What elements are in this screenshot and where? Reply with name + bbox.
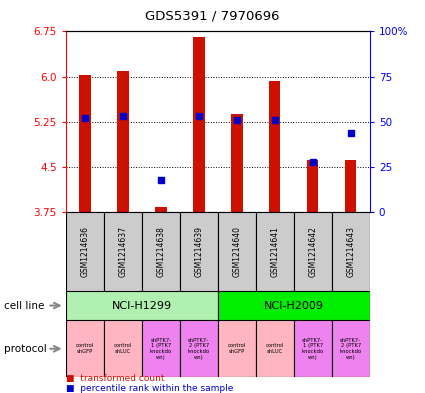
Bar [193, 37, 204, 212]
Bar [142, 320, 180, 377]
Bar [218, 212, 256, 291]
Bar [180, 320, 218, 377]
Bar [345, 160, 357, 212]
Text: GSM1214637: GSM1214637 [118, 226, 127, 277]
Text: NCI-H1299: NCI-H1299 [112, 301, 172, 310]
Bar [218, 291, 370, 320]
Bar [218, 320, 256, 377]
Bar [66, 212, 104, 291]
Text: control
shGFP: control shGFP [76, 343, 94, 354]
Text: shPTK7-
1 (PTK7
knockdo
wn): shPTK7- 1 (PTK7 knockdo wn) [302, 338, 324, 360]
Bar [180, 212, 218, 291]
Text: GSM1214641: GSM1214641 [270, 226, 279, 277]
Bar [231, 114, 243, 212]
Bar [256, 320, 294, 377]
Text: protocol: protocol [4, 344, 47, 354]
Bar [155, 208, 167, 212]
Bar [294, 320, 332, 377]
Bar [269, 81, 280, 212]
Bar [104, 212, 142, 291]
Bar [117, 71, 128, 212]
Bar [66, 291, 218, 320]
Bar [332, 212, 370, 291]
Text: shPTK7-
2 (PTK7
knockdo
wn): shPTK7- 2 (PTK7 knockdo wn) [340, 338, 362, 360]
Text: GSM1214640: GSM1214640 [232, 226, 241, 277]
Text: GSM1214642: GSM1214642 [308, 226, 317, 277]
Text: control
shGFP: control shGFP [228, 343, 246, 354]
Bar [294, 212, 332, 291]
Text: shPTK7-
2 (PTK7
knockdo
wn): shPTK7- 2 (PTK7 knockdo wn) [188, 338, 210, 360]
Bar [332, 320, 370, 377]
Text: ■  percentile rank within the sample: ■ percentile rank within the sample [66, 384, 233, 393]
Bar [79, 75, 91, 212]
Text: GSM1214638: GSM1214638 [156, 226, 165, 277]
Text: GDS5391 / 7970696: GDS5391 / 7970696 [145, 10, 280, 23]
Bar [104, 320, 142, 377]
Bar [256, 212, 294, 291]
Text: GSM1214636: GSM1214636 [80, 226, 89, 277]
Text: ■  transformed count: ■ transformed count [66, 374, 164, 383]
Text: NCI-H2009: NCI-H2009 [264, 301, 324, 310]
Text: shPTK7-
1 (PTK7
knockdo
wn): shPTK7- 1 (PTK7 knockdo wn) [150, 338, 172, 360]
Text: control
shLUC: control shLUC [266, 343, 284, 354]
Text: control
shLUC: control shLUC [114, 343, 132, 354]
Text: cell line: cell line [4, 301, 45, 310]
Text: GSM1214643: GSM1214643 [346, 226, 355, 277]
Bar [142, 212, 180, 291]
Bar [66, 320, 104, 377]
Bar [307, 160, 318, 212]
Text: GSM1214639: GSM1214639 [194, 226, 203, 277]
